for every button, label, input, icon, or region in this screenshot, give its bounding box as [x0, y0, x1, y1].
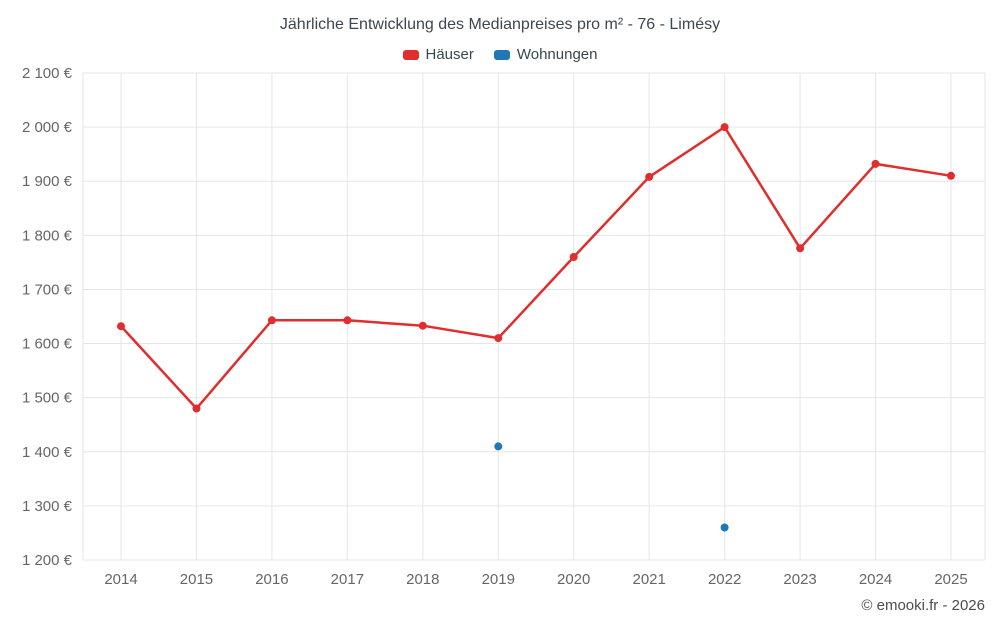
legend-swatch [493, 49, 510, 60]
chart-title: Jährliche Entwicklung des Medianpreises … [279, 16, 721, 33]
legend-label: Häuser [425, 46, 474, 63]
x-tick-label: 2019 [482, 571, 515, 588]
x-tick-label: 2020 [557, 571, 590, 588]
series-point-0 [192, 404, 201, 413]
series-point-0 [947, 171, 955, 180]
series-point-0 [418, 321, 427, 330]
series-point-0 [796, 244, 805, 253]
x-tick-label: 2023 [783, 571, 816, 588]
y-tick-label: 1 800 € [22, 227, 73, 244]
legend-label: Wohnungen [516, 46, 598, 63]
legend-swatch [402, 49, 419, 60]
series-point-0 [494, 334, 503, 343]
series-point-0 [720, 123, 729, 132]
y-tick-label: 1 200 € [22, 552, 73, 569]
series-point-0 [343, 316, 352, 325]
y-tick-label: 1 900 € [22, 173, 73, 190]
x-tick-label: 2016 [255, 571, 288, 588]
series-point-1 [494, 442, 503, 451]
x-tick-label: 2024 [859, 571, 892, 588]
series-point-0 [871, 159, 880, 168]
series-point-1 [720, 523, 729, 532]
x-tick-label: 2014 [104, 571, 137, 588]
x-tick-label: 2022 [708, 571, 741, 588]
y-tick-label: 1 300 € [22, 498, 73, 515]
y-tick-label: 1 700 € [22, 281, 73, 298]
series-point-0 [117, 322, 125, 331]
y-tick-label: 1 400 € [22, 444, 73, 461]
series-point-0 [645, 172, 654, 181]
x-tick-label: 2015 [180, 571, 213, 588]
series-point-0 [267, 316, 276, 325]
y-tick-label: 2 100 € [22, 65, 73, 82]
x-tick-label: 2018 [406, 571, 439, 588]
legend-item-0[interactable]: Häuser [402, 46, 474, 63]
x-tick-label: 2025 [934, 571, 967, 588]
y-tick-label: 1 600 € [22, 336, 73, 353]
y-tick-label: 2 000 € [22, 119, 73, 136]
x-tick-label: 2017 [331, 571, 364, 588]
series-point-0 [569, 253, 578, 261]
series-line-0 [119, 125, 953, 410]
legend-item-1[interactable]: Wohnungen [493, 46, 598, 63]
copyright-text: © emooki.fr - 2026 [861, 597, 985, 614]
x-tick-label: 2021 [632, 571, 665, 588]
y-tick-label: 1 500 € [22, 390, 73, 407]
legend: Häuser Wohnungen [0, 46, 1000, 63]
